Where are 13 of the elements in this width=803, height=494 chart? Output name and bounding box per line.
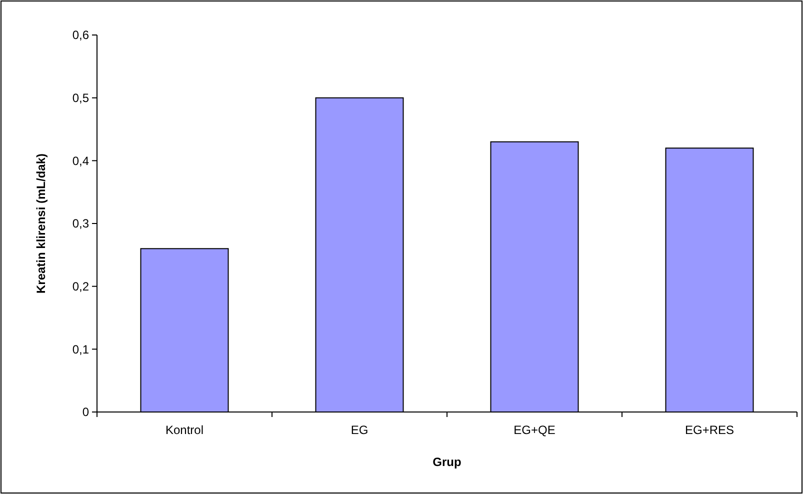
- y-axis-title: Kreatin klirensi (mL/dak): [34, 153, 48, 294]
- y-tick-label: 0,4: [72, 154, 90, 168]
- x-axis-title: Grup: [432, 455, 462, 469]
- y-tick-label: 0: [82, 405, 90, 420]
- y-tick-label: 0,5: [72, 91, 90, 106]
- x-tick-label: EG+QE: [514, 423, 556, 437]
- x-tick-label: Kontrol: [165, 423, 204, 437]
- y-tick-label: 0,2: [72, 280, 90, 294]
- y-tick-label: 0,6: [72, 28, 90, 42]
- y-tick-label: 0,3: [72, 216, 90, 231]
- x-tick-label: EG+RES: [684, 423, 734, 437]
- x-tick-label: EG: [350, 423, 368, 437]
- y-tick-label: 0,1: [72, 342, 90, 356]
